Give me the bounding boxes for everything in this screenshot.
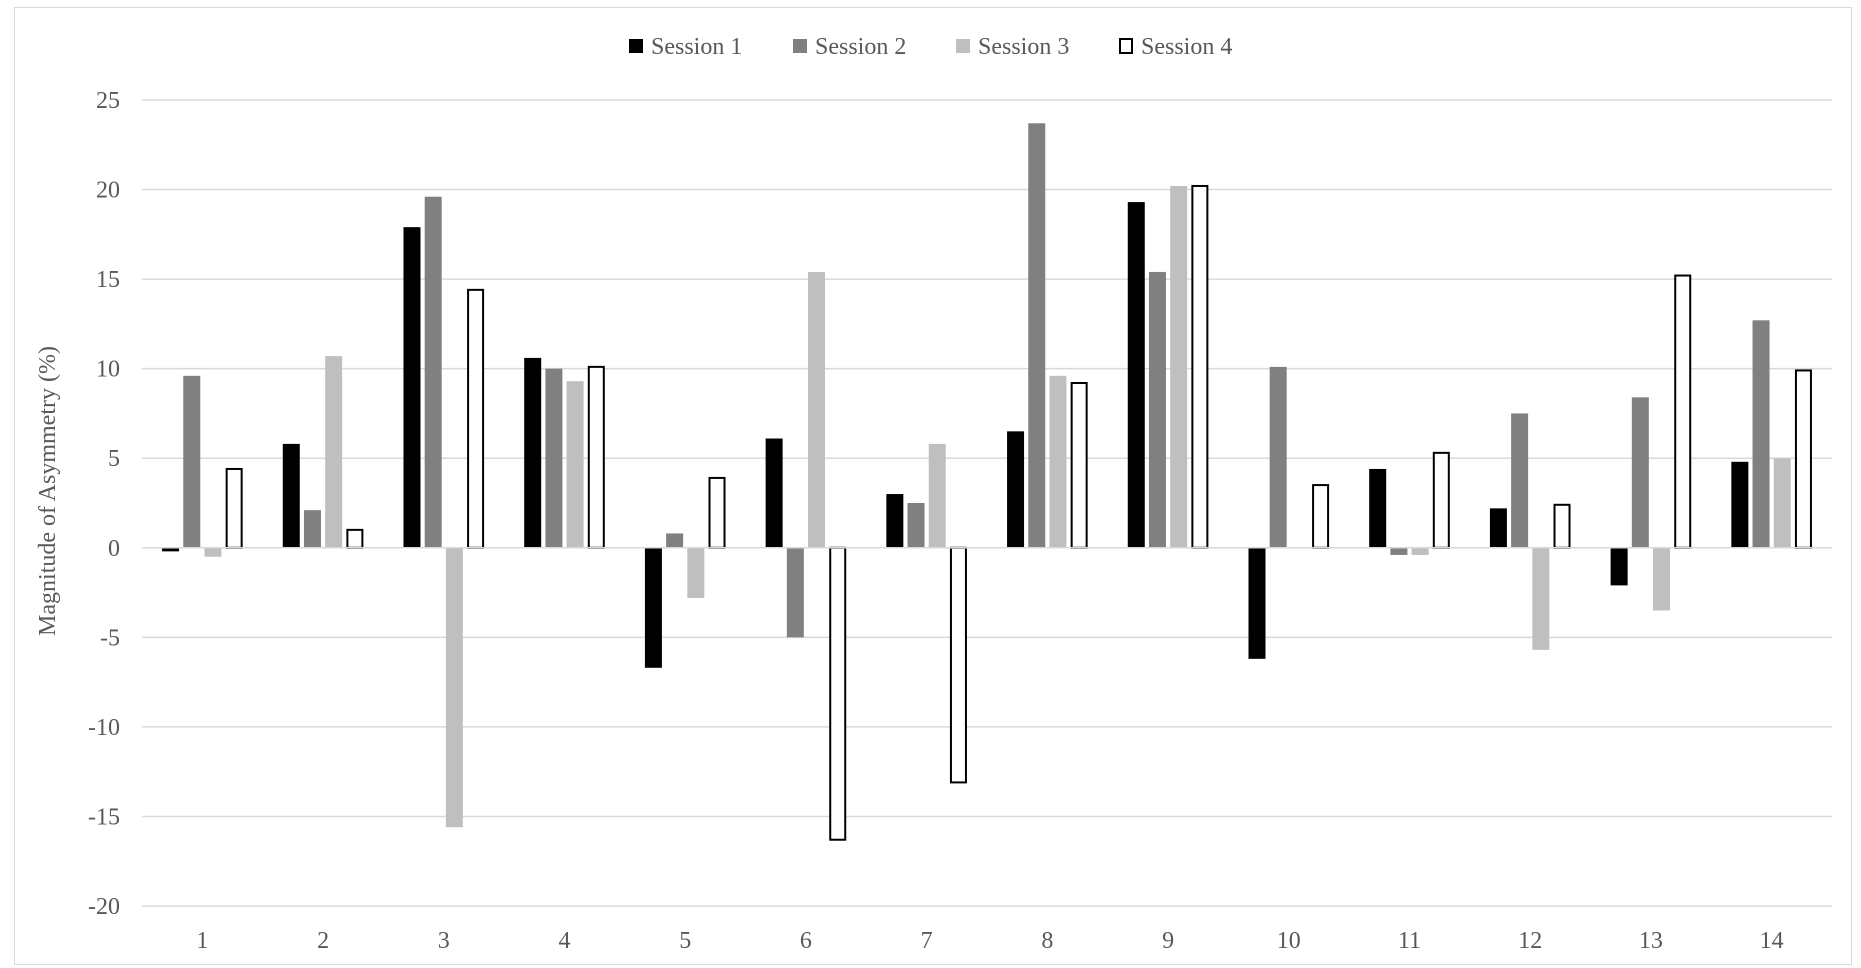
x-tick-label: 7 bbox=[921, 928, 933, 954]
bar-session-3-cat-1 bbox=[204, 547, 222, 557]
legend-label: Session 3 bbox=[978, 34, 1069, 60]
bar-session-2-cat-1 bbox=[183, 375, 201, 548]
x-tick-label: 11 bbox=[1398, 928, 1421, 954]
legend-swatch bbox=[793, 39, 807, 53]
legend-label: Session 1 bbox=[651, 34, 742, 60]
bar-session-2-cat-14 bbox=[1752, 320, 1770, 548]
bar-session-3-cat-13 bbox=[1653, 547, 1671, 611]
x-tick-label: 13 bbox=[1639, 928, 1663, 954]
x-tick-label: 9 bbox=[1162, 928, 1174, 954]
bar-session-2-cat-12 bbox=[1511, 413, 1529, 548]
bar-session-1-cat-2 bbox=[282, 443, 300, 548]
y-axis-title: Magnitude of Asymmetry (%) bbox=[35, 346, 61, 636]
bar-session-1-cat-12 bbox=[1489, 508, 1507, 548]
bar-session-1-cat-6 bbox=[765, 438, 783, 548]
bar-session-2-cat-6 bbox=[786, 547, 804, 638]
bar-session-3-cat-3 bbox=[445, 547, 463, 828]
y-tick-label: 15 bbox=[96, 267, 120, 293]
bar-session-4-cat-14 bbox=[1794, 369, 1812, 549]
x-tick-label: 3 bbox=[438, 928, 450, 954]
bar-session-1-cat-14 bbox=[1731, 461, 1749, 548]
bar-session-2-cat-13 bbox=[1631, 397, 1649, 548]
y-tick-label: -10 bbox=[88, 715, 120, 741]
bar-session-4-cat-2 bbox=[346, 528, 364, 549]
bar-session-3-cat-9 bbox=[1170, 185, 1188, 548]
bar-session-4-cat-12 bbox=[1553, 503, 1571, 549]
bar-session-4-cat-6 bbox=[829, 546, 847, 841]
bar-session-3-cat-7 bbox=[928, 443, 946, 548]
bar-session-3-cat-8 bbox=[1049, 375, 1067, 548]
legend-swatch bbox=[956, 39, 970, 53]
bar-session-1-cat-8 bbox=[1007, 431, 1025, 548]
legend-label: Session 4 bbox=[1141, 34, 1232, 60]
bar-session-4-cat-7 bbox=[949, 546, 967, 784]
x-tick-label: 14 bbox=[1760, 928, 1784, 954]
x-tick-label: 2 bbox=[317, 928, 329, 954]
x-tick-label: 6 bbox=[800, 928, 812, 954]
bar-session-4-cat-9 bbox=[1191, 184, 1209, 549]
gridlines bbox=[142, 99, 1832, 907]
bar-session-1-cat-10 bbox=[1248, 547, 1266, 659]
legend: Session 1 Session 2 Session 3 Session 4 bbox=[629, 34, 1232, 60]
bar-session-2-cat-4 bbox=[545, 368, 563, 548]
bar-session-4-cat-1 bbox=[225, 467, 243, 549]
bar-session-3-cat-4 bbox=[566, 381, 584, 548]
bar-session-4-cat-8 bbox=[1070, 381, 1088, 549]
bar-session-1-cat-7 bbox=[886, 494, 904, 548]
bar-session-2-cat-3 bbox=[424, 196, 442, 548]
chart-frame bbox=[14, 7, 1852, 965]
bar-session-4-cat-5 bbox=[708, 476, 726, 549]
x-tick-label: 12 bbox=[1518, 928, 1542, 954]
bar-session-2-cat-2 bbox=[303, 510, 321, 548]
x-tick-label: 8 bbox=[1041, 928, 1053, 954]
bar-session-2-cat-8 bbox=[1028, 123, 1046, 548]
bar-session-2-cat-10 bbox=[1269, 366, 1287, 548]
bar-session-2-cat-11 bbox=[1390, 547, 1408, 555]
bar-session-1-cat-3 bbox=[403, 227, 421, 548]
bar-session-4-cat-3 bbox=[467, 288, 485, 549]
bar-session-1-cat-13 bbox=[1610, 547, 1628, 586]
x-tick-label: 4 bbox=[559, 928, 571, 954]
bar-session-4-cat-11 bbox=[1432, 451, 1450, 549]
y-tick-label: -5 bbox=[100, 625, 120, 651]
y-tick-label: 25 bbox=[96, 88, 120, 114]
legend-swatch bbox=[1119, 38, 1133, 54]
bar-session-2-cat-7 bbox=[907, 503, 925, 548]
y-tick-label: -20 bbox=[88, 894, 120, 920]
bar-session-2-cat-5 bbox=[666, 533, 684, 548]
x-tick-label: 1 bbox=[196, 928, 208, 954]
bar-session-3-cat-12 bbox=[1532, 547, 1550, 650]
bar-session-1-cat-11 bbox=[1369, 468, 1387, 548]
y-axis-tick-labels: -20 -15 -10 -5 0 5 10 15 20 25 bbox=[88, 88, 120, 920]
bar-session-4-cat-10 bbox=[1312, 484, 1330, 549]
bar-session-1-cat-5 bbox=[644, 547, 662, 668]
x-axis-tick-labels: 1 2 3 4 5 6 7 8 9 10 11 12 13 14 bbox=[196, 928, 1783, 954]
legend-label: Session 2 bbox=[815, 34, 906, 60]
legend-swatch bbox=[629, 39, 643, 53]
bar-session-3-cat-2 bbox=[325, 356, 343, 548]
bar-session-2-cat-9 bbox=[1148, 271, 1166, 548]
bar-session-4-cat-4 bbox=[587, 365, 605, 549]
bar-session-3-cat-6 bbox=[808, 271, 826, 548]
x-tick-label: 5 bbox=[679, 928, 691, 954]
bar-session-1-cat-9 bbox=[1127, 202, 1145, 548]
y-tick-label: 5 bbox=[108, 446, 120, 472]
bars bbox=[142, 123, 1832, 841]
bar-session-1-cat-4 bbox=[524, 357, 542, 548]
bar-session-3-cat-14 bbox=[1773, 458, 1791, 548]
x-tick-label: 10 bbox=[1277, 928, 1301, 954]
y-tick-label: 10 bbox=[96, 357, 120, 383]
y-tick-label: 20 bbox=[96, 178, 120, 204]
y-tick-label: -15 bbox=[88, 804, 120, 830]
y-tick-label: 0 bbox=[108, 536, 120, 562]
bar-session-4-cat-13 bbox=[1674, 274, 1692, 549]
bar-session-3-cat-5 bbox=[687, 547, 705, 598]
bar-session-3-cat-11 bbox=[1411, 547, 1429, 555]
bar-session-1-cat-1 bbox=[162, 547, 180, 552]
